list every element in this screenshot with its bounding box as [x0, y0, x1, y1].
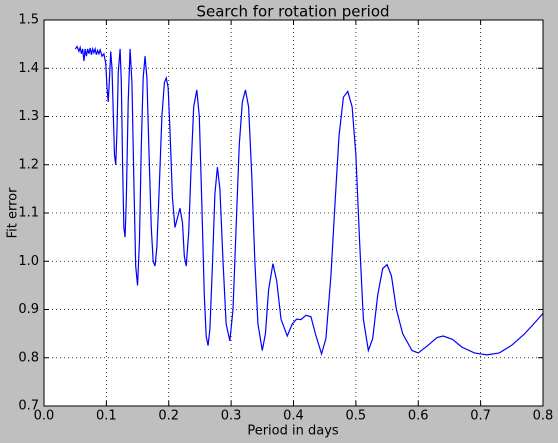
x-tick-label: 0.5 [346, 409, 367, 424]
y-tick-label: 0.8 [18, 350, 39, 365]
y-tick-label: 1.0 [18, 254, 39, 269]
plot-frame [43, 19, 544, 407]
x-tick-label: 0.1 [96, 409, 117, 424]
chart-title: Search for rotation period [196, 3, 389, 21]
x-tick-label: 0.6 [408, 409, 429, 424]
y-tick-label: 1.1 [18, 206, 39, 221]
data-line [74, 45, 544, 357]
y-tick-label: 1.4 [18, 61, 39, 76]
x-tick-label: 0.0 [34, 409, 55, 424]
x-tick-label: 0.3 [221, 409, 242, 424]
x-tick-label: 0.7 [470, 409, 491, 424]
x-tick-label: 0.4 [283, 409, 304, 424]
x-axis-label: Period in days [247, 424, 339, 439]
y-tick-label: 1.2 [18, 157, 39, 172]
x-tick-label: 0.2 [158, 409, 179, 424]
y-tick-label: 1.3 [18, 109, 39, 124]
x-tick-label: 0.8 [533, 409, 554, 424]
y-tick-label: 1.5 [18, 13, 39, 28]
y-tick-label: 0.7 [18, 399, 39, 414]
y-tick-label: 0.9 [18, 302, 39, 317]
y-axis-label: Fit error [6, 187, 21, 239]
